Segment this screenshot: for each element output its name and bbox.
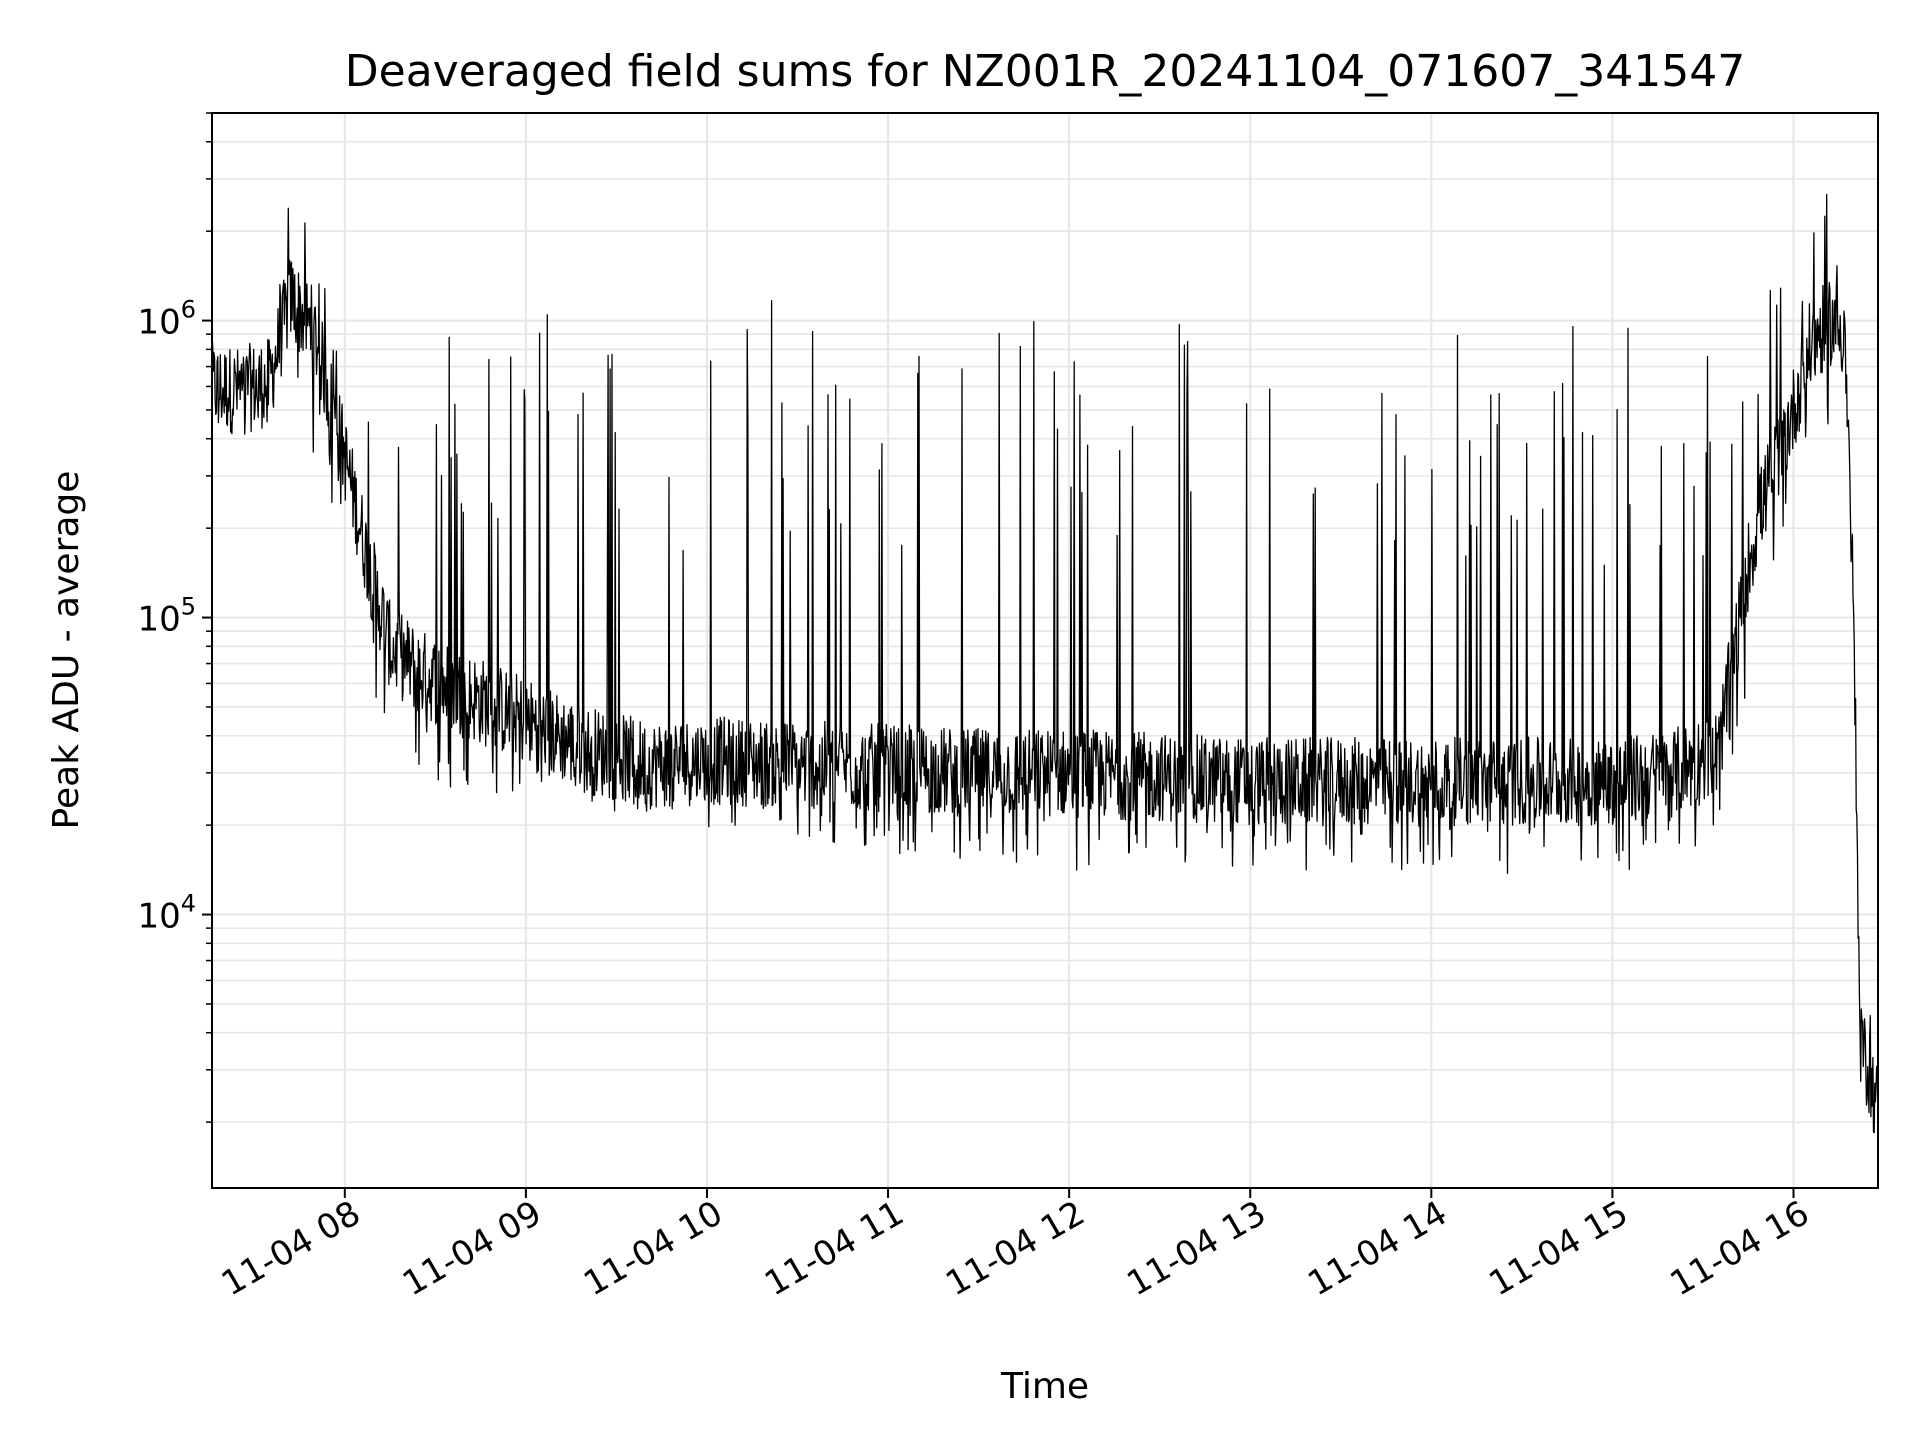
series-layer <box>211 193 1879 1134</box>
y-tick-label: 105 <box>137 593 196 640</box>
series-line <box>211 193 1879 1134</box>
x-axis-label: Time <box>1000 1366 1089 1407</box>
plot-frame <box>211 112 1879 1189</box>
y-axis: 104 105 106 <box>137 112 212 1123</box>
chart-title: Deaveraged field sums for NZ001R_2024110… <box>345 46 1745 97</box>
y-tick-label: 106 <box>137 296 196 343</box>
y-tick-label: 104 <box>137 890 196 937</box>
y-axis-label: Peak ADU - average <box>46 471 87 830</box>
